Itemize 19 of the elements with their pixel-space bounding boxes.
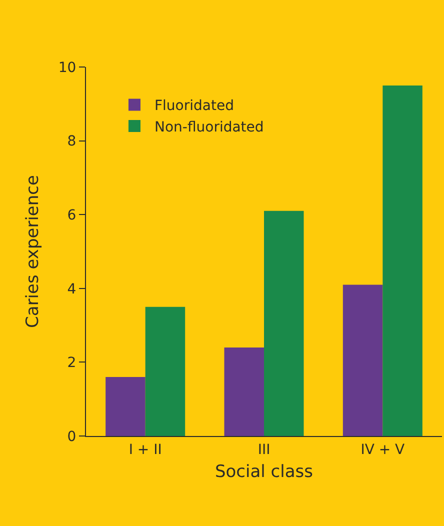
x-tick-label: III: [258, 442, 270, 458]
y-tick-label: 0: [67, 428, 76, 445]
x-tick-label: I + II: [128, 442, 162, 458]
y-tick-label: 4: [67, 281, 76, 298]
y-axis-title: Caries experience: [22, 175, 43, 328]
bar: [106, 376, 146, 436]
y-tick-label: 10: [58, 60, 76, 76]
bar: [145, 306, 186, 436]
y-tick-label: 2: [67, 355, 76, 372]
bar: [342, 284, 383, 436]
bar: [264, 210, 304, 436]
y-tick-label: 8: [67, 134, 76, 150]
legend-label: Fluoridated: [154, 98, 234, 114]
y-tick-label: 6: [67, 208, 76, 224]
x-axis-title: Social class: [214, 462, 314, 482]
legend-label: Non-fluoridated: [154, 119, 264, 136]
bar: [382, 85, 422, 436]
bar: [224, 347, 264, 436]
x-tick-label: IV + V: [360, 442, 406, 458]
